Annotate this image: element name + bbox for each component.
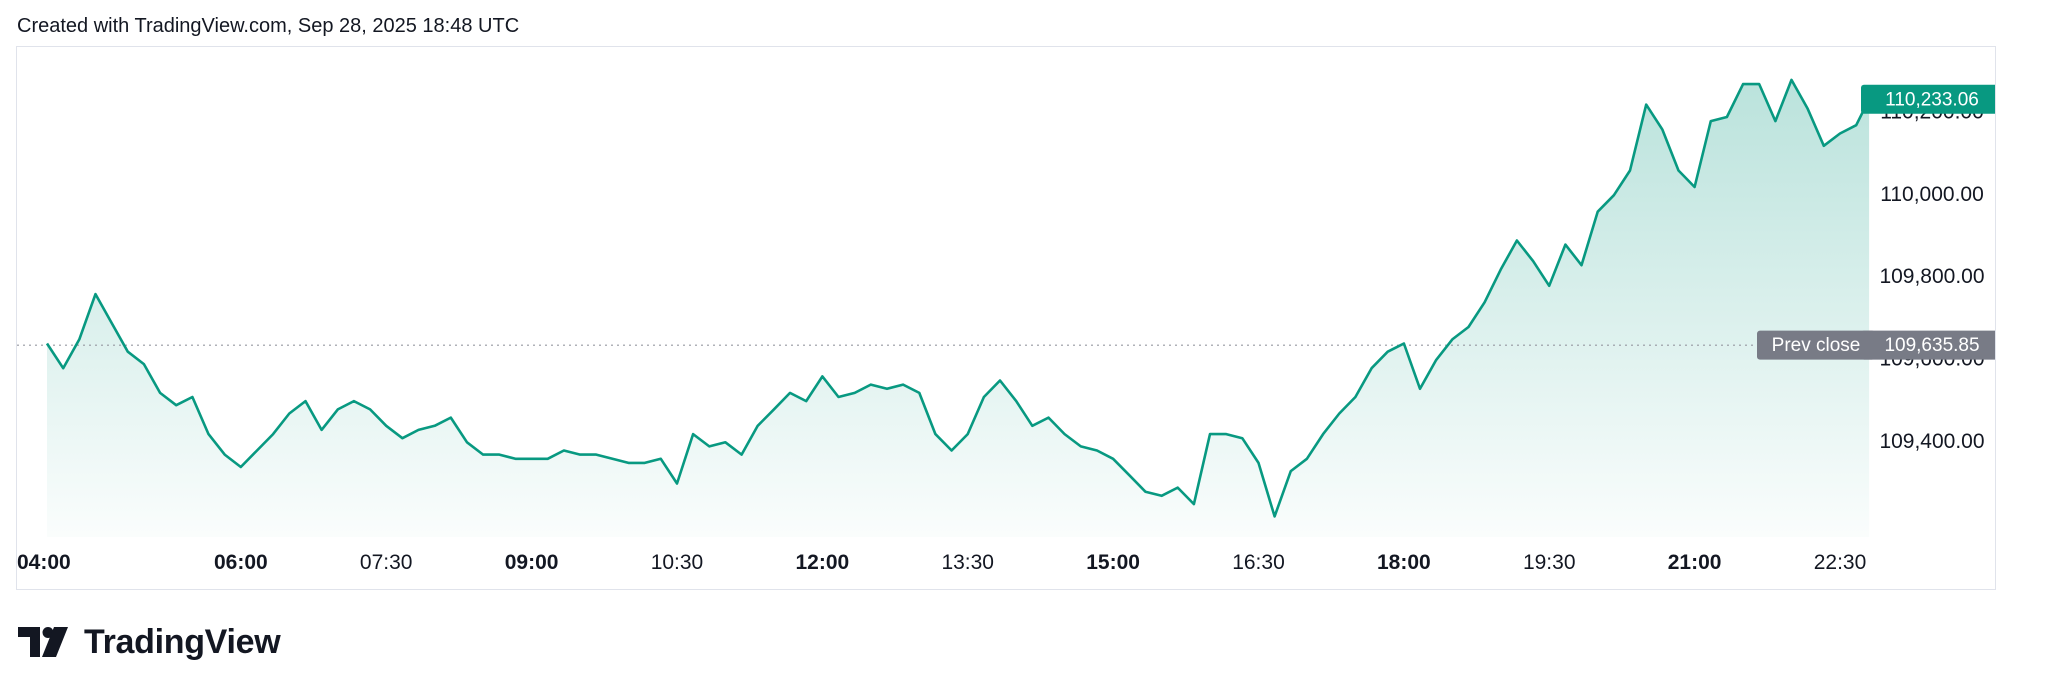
prev-close-price: 109,635.85: [1884, 335, 1979, 356]
x-axis: 04:00 06:00 07:30 09:00 10:30 12:00 13:30 15:00…: [17, 551, 1866, 574]
chart-attribution: Created with TradingView.com, Sep 28, 20…: [17, 15, 520, 37]
brand-name: TradingView: [84, 622, 281, 661]
x-tick-label: 06:00: [214, 551, 268, 574]
price-area-fill: [47, 79, 1870, 538]
x-tick-label: 18:00: [1377, 551, 1431, 574]
y-tick-label: 110,000.00: [1880, 183, 1984, 206]
x-tick-label: 19:30: [1523, 551, 1576, 574]
x-tick-label: 22:30: [1814, 551, 1867, 574]
y-axis: 110,200.00110,000.00109,800.00109,600.00…: [1879, 100, 1984, 452]
x-tick-label: 13:30: [941, 551, 994, 574]
chart-frame: 04:00 06:00 07:30 09:00 10:30 12:00 13:30 15:00…: [16, 46, 1996, 590]
prev-close-label-badge: Prev close: [1757, 330, 1875, 360]
x-tick-label: 15:00: [1086, 551, 1140, 574]
tradingview-logo: TradingView: [18, 618, 281, 666]
x-tick-label: 16:30: [1232, 551, 1285, 574]
price-line: [45, 78, 1871, 518]
x-tick-label: 09:00: [505, 551, 559, 574]
x-tick-label: 04:00: [17, 551, 71, 574]
y-tick-label: 109,400.00: [1879, 430, 1984, 453]
x-tick-label: 21:00: [1668, 551, 1722, 574]
prev-close-price-badge: 109,635.85: [1861, 330, 1995, 360]
y-tick-label: 109,800.00: [1879, 265, 1984, 288]
price-chart[interactable]: 04:00 06:00 07:30 09:00 10:30 12:00 13:30 15:00…: [17, 47, 1995, 589]
x-tick-label: 07:30: [360, 551, 413, 574]
x-tick-label: 12:00: [795, 551, 849, 574]
last-price-badge: 110,233.06: [1861, 84, 1995, 114]
last-price-label: 110,233.06: [1885, 89, 1979, 110]
prev-close-label: Prev close: [1772, 335, 1861, 356]
x-tick-label: 10:30: [651, 551, 704, 574]
tradingview-logo-icon: [18, 627, 68, 657]
